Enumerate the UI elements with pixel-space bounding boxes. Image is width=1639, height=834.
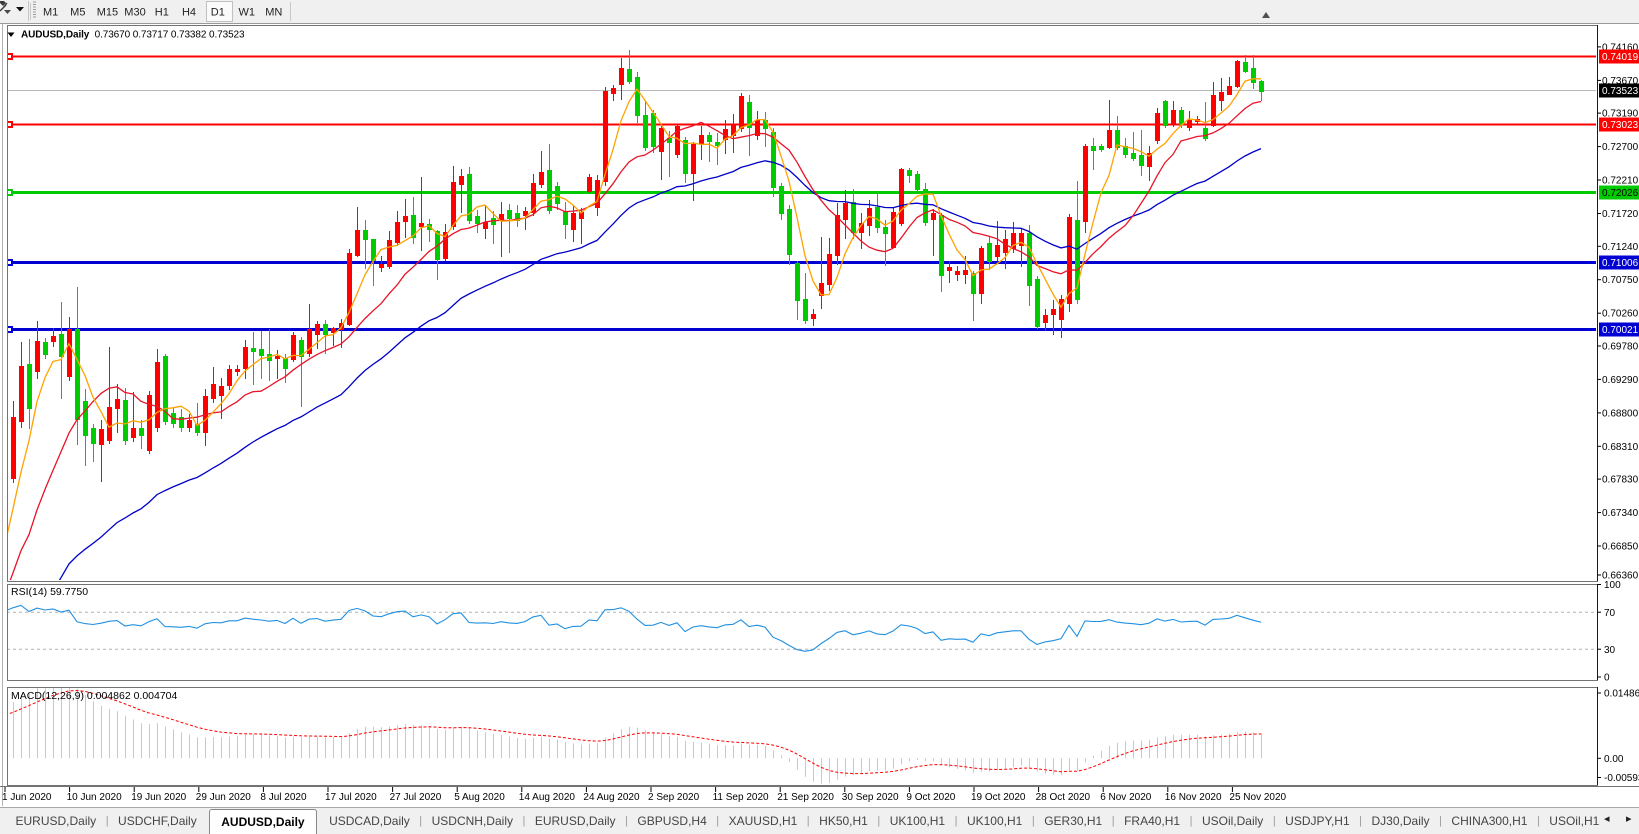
svg-text:H1: H1 <box>155 7 169 19</box>
svg-text:0.014861: 0.014861 <box>1604 689 1639 700</box>
svg-text:8 Jul 2020: 8 Jul 2020 <box>260 792 307 803</box>
svg-text:0.71006: 0.71006 <box>1602 258 1639 269</box>
svg-text:11 Sep 2020: 11 Sep 2020 <box>713 792 769 803</box>
svg-text:M5: M5 <box>70 7 85 19</box>
svg-text:16 Nov 2020: 16 Nov 2020 <box>1165 792 1222 803</box>
svg-text:14 Aug 2020: 14 Aug 2020 <box>519 792 576 803</box>
svg-text:9 Oct 2020: 9 Oct 2020 <box>906 792 955 803</box>
svg-text:D1: D1 <box>211 7 225 19</box>
svg-text:0.00: 0.00 <box>1604 754 1624 765</box>
svg-text:0.69780: 0.69780 <box>1602 342 1639 353</box>
svg-text:0.73523: 0.73523 <box>1602 86 1639 97</box>
svg-text:0.72026: 0.72026 <box>1602 188 1639 199</box>
svg-text:28 Oct 2020: 28 Oct 2020 <box>1036 792 1091 803</box>
svg-text:2 Sep 2020: 2 Sep 2020 <box>648 792 700 803</box>
svg-text:0.70750: 0.70750 <box>1602 275 1639 286</box>
svg-text:MACD(12,26,9) 0.004862 0.00470: MACD(12,26,9) 0.004862 0.004704 <box>11 690 178 702</box>
svg-text:1 Jun 2020: 1 Jun 2020 <box>2 792 52 803</box>
svg-text:24 Aug 2020: 24 Aug 2020 <box>583 792 640 803</box>
svg-text:0.71720: 0.71720 <box>1602 209 1639 220</box>
svg-text:0.66850: 0.66850 <box>1602 542 1639 553</box>
svg-text:M15: M15 <box>97 7 118 19</box>
svg-text:21 Sep 2020: 21 Sep 2020 <box>777 792 834 803</box>
svg-text:6 Nov 2020: 6 Nov 2020 <box>1100 792 1152 803</box>
svg-text:0.66360: 0.66360 <box>1602 571 1639 582</box>
svg-text:70: 70 <box>1604 608 1616 619</box>
svg-text:0.74019: 0.74019 <box>1602 52 1639 63</box>
svg-text:0.72700: 0.72700 <box>1602 142 1639 153</box>
svg-text:30: 30 <box>1604 645 1616 656</box>
svg-text:30 Sep 2020: 30 Sep 2020 <box>842 792 899 803</box>
svg-text:0.73190: 0.73190 <box>1602 109 1639 120</box>
svg-text:0.68310: 0.68310 <box>1602 442 1639 453</box>
svg-text:0.71240: 0.71240 <box>1602 242 1639 253</box>
svg-text:0.70021: 0.70021 <box>1602 325 1639 336</box>
svg-text:0.70260: 0.70260 <box>1602 309 1639 320</box>
svg-text:10 Jun 2020: 10 Jun 2020 <box>67 792 122 803</box>
svg-text:0.72210: 0.72210 <box>1602 176 1639 187</box>
svg-text:MN: MN <box>265 7 282 19</box>
svg-text:RSI(14) 59.7750: RSI(14) 59.7750 <box>11 586 88 598</box>
svg-text:0.73023: 0.73023 <box>1602 120 1639 131</box>
svg-text:AUDUSD,Daily 0.73670 0.73717: AUDUSD,Daily 0.73670 0.73717 0.73382 0.7… <box>21 30 245 41</box>
svg-text:M1: M1 <box>43 7 58 19</box>
svg-text:25 Nov 2020: 25 Nov 2020 <box>1229 792 1286 803</box>
svg-text:27 Jul 2020: 27 Jul 2020 <box>390 792 442 803</box>
svg-text:0.73670: 0.73670 <box>1602 76 1639 87</box>
svg-text:5 Aug 2020: 5 Aug 2020 <box>454 792 505 803</box>
svg-text:100: 100 <box>1604 580 1621 591</box>
svg-text:0.74160: 0.74160 <box>1602 42 1639 53</box>
svg-text:29 Jun 2020: 29 Jun 2020 <box>196 792 251 803</box>
svg-text:0.67830: 0.67830 <box>1602 475 1639 486</box>
svg-text:M30: M30 <box>124 7 145 19</box>
svg-text:0.67340: 0.67340 <box>1602 508 1639 519</box>
svg-text:0.68800: 0.68800 <box>1602 408 1639 419</box>
svg-text:-0.005938: -0.005938 <box>1604 773 1639 784</box>
svg-text:19 Jun 2020: 19 Jun 2020 <box>131 792 186 803</box>
svg-text:19 Oct 2020: 19 Oct 2020 <box>971 792 1026 803</box>
svg-text:17 Jul 2020: 17 Jul 2020 <box>325 792 377 803</box>
svg-text:W1: W1 <box>238 7 255 19</box>
svg-text:H4: H4 <box>182 7 196 19</box>
svg-text:0.69290: 0.69290 <box>1602 375 1639 386</box>
svg-text:0: 0 <box>1604 673 1610 684</box>
